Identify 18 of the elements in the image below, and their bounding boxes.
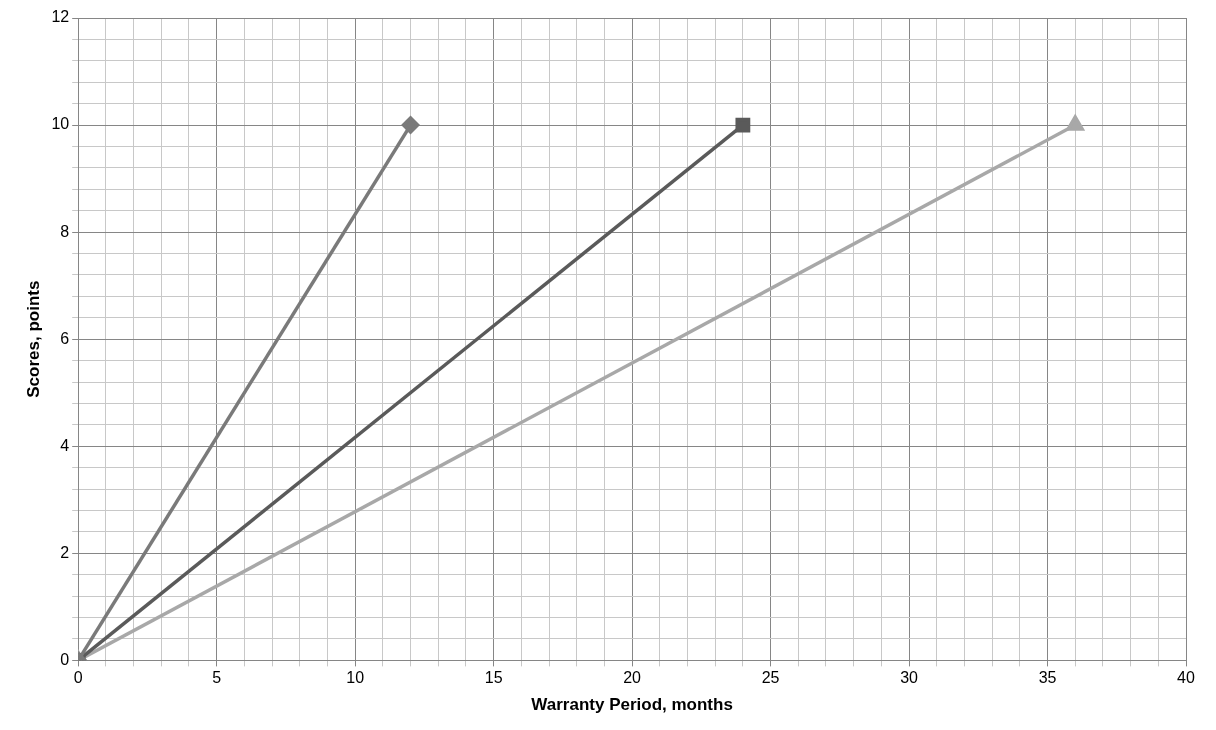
x-tick-label: 30 [900,669,919,687]
y-tick-label: 10 [51,115,70,133]
y-tick-label: 4 [60,436,70,454]
y-tick-label: 6 [60,329,70,347]
y-axis-title: Scores, points [23,280,43,398]
x-tick-label: 20 [623,669,642,687]
y-tick-label: 12 [51,8,70,26]
y-tick-label: 0 [60,650,70,668]
x-axis-title: Warranty Period, months [531,695,733,715]
x-tick-label: 10 [346,669,365,687]
y-tick-label: 2 [60,543,70,561]
x-tick-label: 15 [484,669,503,687]
x-tick-label: 25 [761,669,780,687]
x-tick-label: 0 [73,669,83,687]
y-tick-label: 8 [60,222,70,240]
x-tick-label: 40 [1177,669,1195,687]
x-tick-label: 5 [212,669,222,687]
x-tick-label: 35 [1038,669,1057,687]
